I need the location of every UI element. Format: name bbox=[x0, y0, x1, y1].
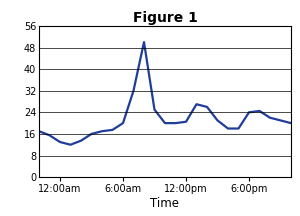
X-axis label: Time: Time bbox=[151, 197, 179, 210]
Title: Figure 1: Figure 1 bbox=[133, 11, 197, 25]
